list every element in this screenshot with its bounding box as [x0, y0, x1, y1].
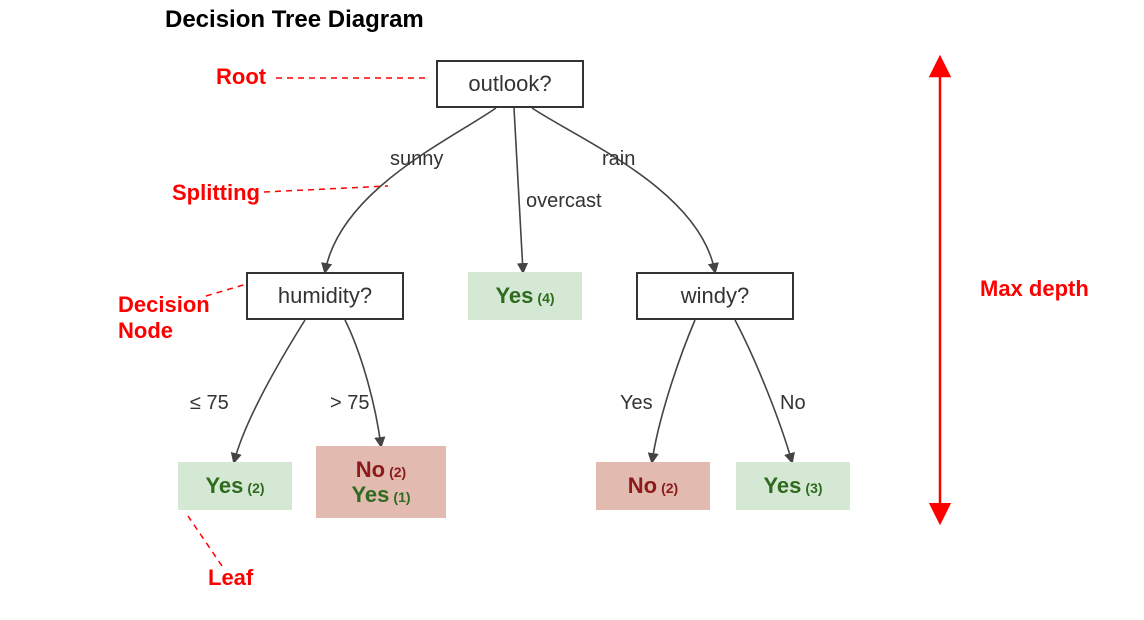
annotation-root: Root [216, 64, 266, 90]
leaf-line: No(2) [356, 457, 406, 482]
edge-label: sunny [390, 148, 443, 171]
leaf-label: Yes [205, 473, 243, 498]
leaf-label: Yes [495, 283, 533, 308]
edge-label: No [780, 392, 806, 415]
annotation-splitting: Splitting [172, 180, 260, 206]
leaf-humidity-le75: Yes(2) [178, 462, 292, 510]
leaf-line: Yes(2) [205, 473, 264, 498]
decision-tree-diagram: { "canvas": { "width": 1144, "height": 6… [0, 0, 1144, 620]
leaf-windy-yes: No(2) [596, 462, 710, 510]
annotation-decision-line2: Node [118, 318, 210, 344]
annotation-max-depth: Max depth [980, 276, 1089, 302]
leaf-count: (2) [247, 480, 264, 496]
humidity-node: humidity? [246, 272, 404, 320]
leaf-line: No(2) [628, 473, 678, 498]
leaf-count: (1) [393, 489, 410, 505]
annotation-decision-line1: Decision [118, 292, 210, 318]
windy-node-label: windy? [681, 283, 749, 308]
leaf-overcast: Yes(4) [468, 272, 582, 320]
root-node-label: outlook? [468, 71, 551, 96]
leaf-windy-no: Yes(3) [736, 462, 850, 510]
edge-label: overcast [526, 190, 602, 213]
leaf-line: Yes(4) [495, 283, 554, 308]
leaf-line: Yes(1) [351, 482, 410, 507]
humidity-node-label: humidity? [278, 283, 372, 308]
leaf-count: (3) [805, 480, 822, 496]
leaf-label: Yes [763, 473, 801, 498]
windy-node: windy? [636, 272, 794, 320]
edge-label: Yes [620, 392, 653, 415]
leaf-label: Yes [351, 482, 389, 507]
annotation-leaf: Leaf [208, 565, 253, 591]
annotation-decision-node: Decision Node [118, 292, 210, 344]
leaf-humidity-gt75: No(2)Yes(1) [316, 446, 446, 518]
edge-label: > 75 [330, 392, 369, 415]
leaf-label: No [628, 473, 657, 498]
edge-label: ≤ 75 [190, 392, 229, 415]
leaf-count: (2) [389, 464, 406, 480]
leaf-line: Yes(3) [763, 473, 822, 498]
leaf-label: No [356, 457, 385, 482]
root-node: outlook? [436, 60, 584, 108]
leaf-count: (2) [661, 480, 678, 496]
edge-label: rain [602, 148, 635, 171]
diagram-title: Decision Tree Diagram [165, 6, 424, 34]
leaf-count: (4) [537, 290, 554, 306]
